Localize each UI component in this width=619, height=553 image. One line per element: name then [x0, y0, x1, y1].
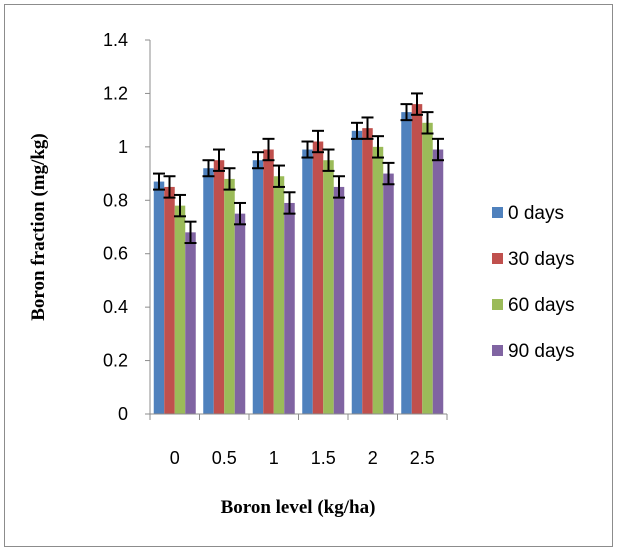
bars-layer [153, 104, 444, 415]
bar [263, 149, 274, 414]
y-axis-title: Boron fraction (mg/kg) [28, 133, 49, 321]
x-tick-label: 0.5 [212, 448, 237, 468]
bar [312, 141, 324, 414]
bar [203, 168, 214, 414]
bar [372, 146, 384, 414]
bar [164, 186, 175, 414]
legend-swatch [492, 345, 503, 356]
y-tick-label: 0.6 [103, 244, 128, 264]
bar [323, 160, 334, 414]
bar [401, 112, 412, 414]
x-tick-label: 1.5 [311, 448, 336, 468]
y-tick-label: 0.8 [103, 190, 128, 210]
x-tick-label: 0 [170, 448, 180, 468]
bar [302, 149, 313, 414]
legend-swatch [492, 207, 503, 218]
legend-swatch [492, 253, 503, 264]
bar [422, 122, 433, 415]
y-tick-label: 0.4 [103, 297, 128, 317]
bar [411, 104, 423, 414]
bar [234, 213, 246, 414]
y-tick-label: 1.4 [103, 30, 128, 50]
legend: 0 days 30 days 60 days 90 days [492, 203, 575, 362]
bar [383, 173, 394, 414]
bar [284, 202, 295, 414]
bar [252, 160, 264, 414]
legend-label: 30 days [508, 249, 575, 270]
y-tick-label: 0 [118, 404, 128, 424]
x-axis-ticks: 0 0.5 1 1.5 2 2.5 [149, 414, 448, 468]
bar [351, 130, 363, 415]
bar [273, 176, 285, 414]
y-tick-label: 0.2 [103, 351, 128, 371]
error-bars-layer [153, 92, 444, 245]
legend-label: 60 days [508, 295, 575, 316]
bar [432, 149, 444, 414]
x-tick-label: 1 [269, 448, 279, 468]
legend-label: 90 days [508, 341, 575, 362]
legend-label: 0 days [508, 203, 564, 224]
x-tick-label: 2.5 [410, 448, 435, 468]
y-tick-label: 1 [118, 137, 128, 157]
bar [224, 178, 235, 414]
legend-swatch [492, 299, 503, 310]
y-tick-label: 1.2 [103, 83, 128, 103]
bar [333, 186, 345, 414]
bar [153, 181, 165, 414]
x-tick-label: 2 [368, 448, 378, 468]
x-axis-title: Boron level (kg/ha) [221, 497, 376, 518]
y-axis-ticks: 0 0.2 0.4 0.6 0.8 1 1.2 1.4 [103, 30, 150, 424]
bar [185, 232, 196, 414]
bar [362, 128, 373, 414]
bar [174, 205, 186, 414]
bar [213, 160, 225, 414]
